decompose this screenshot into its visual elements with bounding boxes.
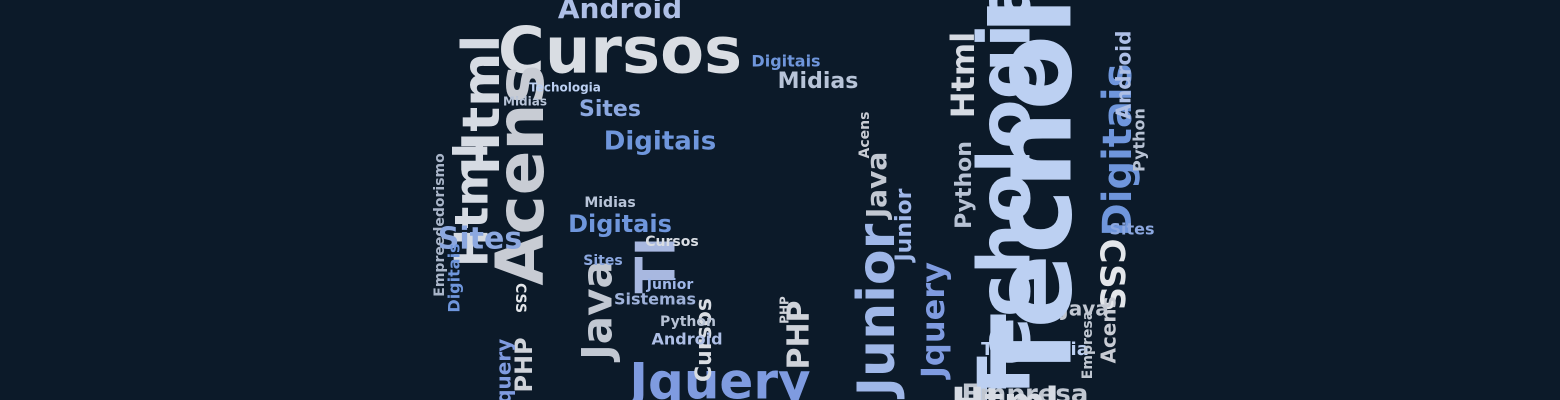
cloud-word-php: PHP (510, 337, 538, 392)
cloud-word-css: CSS (1092, 238, 1132, 311)
cloud-word-android: Android (1112, 31, 1136, 120)
cloud-word-acens: Acens (857, 112, 873, 159)
cloud-word-sites: Sites (1109, 220, 1154, 239)
cloud-word-digitais: Digitais (751, 52, 820, 71)
cloud-word-html: Html (445, 143, 499, 267)
cloud-word-digitais: Digitais (568, 210, 672, 238)
cloud-word-junior: Junior (646, 277, 694, 293)
cloud-word-midias: Midias (584, 195, 635, 211)
cloud-word-sites: Sites (579, 97, 641, 122)
cloud-word-python: Python (952, 141, 977, 229)
cloud-word-digitais: Digitais (1095, 64, 1141, 237)
cloud-word-cursos: Cursos (498, 15, 742, 89)
cloud-word-jquery: Jquery (626, 353, 810, 400)
cloud-word-java: Java (860, 152, 893, 220)
cloud-word-digitais: Digitais (445, 243, 464, 312)
cloud-word-acens: Acens (1097, 296, 1121, 363)
cloud-word-sites: Sites (583, 253, 622, 269)
cloud-word-php: PHP (782, 300, 817, 369)
cloud-word-acens: Acens (482, 64, 559, 285)
cloud-word-java: Java (573, 260, 622, 363)
cloud-word-tecnologia: Tecnologia (968, 0, 1096, 389)
cloud-word-jquery: Jquery (492, 339, 516, 400)
cloud-word-python: Python (660, 314, 716, 330)
cloud-word-sistemas: Sistemas (614, 290, 696, 309)
cloud-word-html: Html (452, 35, 512, 175)
cloud-word-java: Java (1059, 297, 1108, 321)
cloud-word-empresa: Empresa (962, 380, 1089, 400)
cloud-word-empreededorismo: Empreededorismo (432, 153, 448, 297)
cloud-word-css: CSS (512, 283, 528, 313)
cloud-word-junior: Junior (892, 188, 917, 263)
cloud-word-junior: Junior (847, 223, 907, 399)
cloud-word-python: Python (1130, 108, 1149, 172)
cloud-word-cursos: Cursos (692, 298, 717, 382)
cloud-word-techologia: Techologia (529, 81, 601, 95)
cloud-word-midias: Midias (503, 95, 547, 109)
cloud-word-empresa: Empresa (1080, 311, 1096, 379)
cloud-word-cursos: Cursos (645, 234, 698, 250)
cloud-word-jquery: Jquery (914, 262, 952, 380)
cloud-word-html: Html (944, 32, 982, 118)
cloud-word-techologia: Techologia (963, 0, 1047, 400)
cloud-word-techologia: Techologia (981, 339, 1089, 360)
cloud-word-midias: Midias (778, 69, 859, 94)
cloud-word-sites: Sites (438, 222, 522, 257)
cloud-word-android: Android (651, 330, 722, 349)
cloud-word-ti: TI (625, 237, 688, 294)
cloud-word-html: Html (951, 380, 1059, 400)
cloud-word-android: Android (558, 0, 682, 25)
cloud-word-digitais: Digitais (604, 127, 716, 157)
cloud-word-php: PHP (778, 296, 792, 324)
